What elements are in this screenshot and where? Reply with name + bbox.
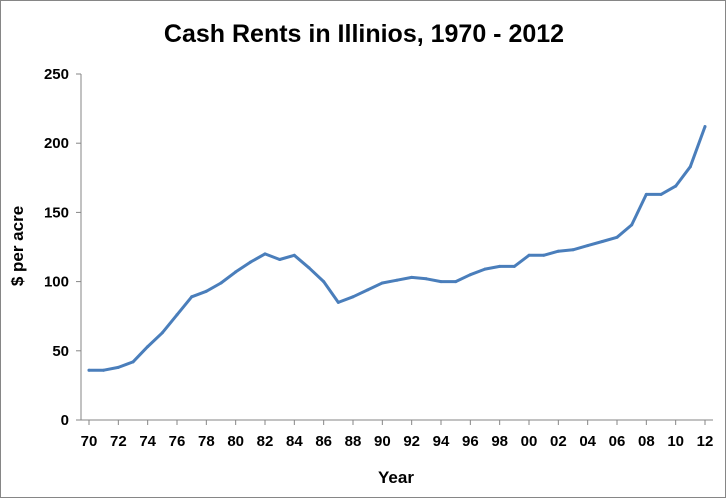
data-point <box>674 184 678 188</box>
data-point <box>586 244 590 248</box>
data-point <box>219 281 223 285</box>
y-tick-label: 0 <box>61 412 69 429</box>
x-tick-label: 74 <box>139 433 156 450</box>
series-line-0 <box>87 125 707 372</box>
data-point <box>87 368 91 372</box>
data-point <box>542 253 546 257</box>
data-point <box>454 280 458 284</box>
y-tick-label: 50 <box>52 343 69 360</box>
data-point <box>395 278 399 282</box>
y-axis-label: $ per acre <box>8 206 27 286</box>
data-point <box>483 267 487 271</box>
series-group <box>87 125 707 372</box>
data-point <box>527 253 531 257</box>
data-point <box>703 125 707 129</box>
data-point <box>571 248 575 252</box>
data-point <box>498 264 502 268</box>
data-point <box>600 240 604 243</box>
x-axis-label: Year <box>378 468 414 487</box>
y-tick-label: 100 <box>44 274 69 291</box>
data-point <box>556 249 560 253</box>
data-point <box>248 260 252 264</box>
data-point <box>380 281 384 285</box>
data-point <box>307 266 311 270</box>
data-point <box>190 295 194 299</box>
data-point <box>292 253 296 257</box>
x-axis-ticks: 70 72 74 76 78 80 82 84 86 88 90 92 94 96 98 00 02 04 06 08… <box>81 420 714 450</box>
data-point <box>131 360 135 364</box>
data-point <box>468 273 472 277</box>
data-point <box>116 365 120 369</box>
data-point <box>351 295 355 299</box>
x-tick-label: 96 <box>462 433 479 450</box>
x-tick-label: 88 <box>345 433 362 450</box>
data-point <box>336 300 340 304</box>
x-tick-label: 70 <box>81 433 98 450</box>
data-point <box>146 345 150 349</box>
data-point <box>204 289 208 293</box>
data-point <box>659 192 663 196</box>
x-tick-label: 00 <box>521 433 538 450</box>
data-point <box>278 258 282 261</box>
x-tick-label: 98 <box>491 433 508 450</box>
x-tick-label: 10 <box>667 433 684 450</box>
data-point <box>366 288 370 292</box>
x-tick-label: 94 <box>433 433 450 450</box>
x-tick-label: 08 <box>638 433 655 450</box>
data-point <box>615 235 619 239</box>
data-point <box>160 331 164 335</box>
data-point <box>644 192 648 196</box>
chart-title: Cash Rents in Illinios, 1970 - 2012 <box>164 20 564 48</box>
x-tick-label: 78 <box>198 433 215 450</box>
x-tick-label: 80 <box>227 433 244 450</box>
data-point <box>102 368 106 372</box>
y-tick-label: 200 <box>44 135 69 152</box>
data-point <box>630 223 634 227</box>
x-tick-label: 12 <box>697 433 714 450</box>
data-point <box>512 264 516 268</box>
data-point <box>424 277 428 281</box>
x-tick-label: 92 <box>403 433 420 450</box>
x-tick-label: 86 <box>315 433 332 450</box>
x-tick-label: 02 <box>550 433 567 450</box>
data-point <box>439 280 443 284</box>
x-tick-label: 90 <box>374 433 391 450</box>
x-tick-label: 72 <box>110 433 127 450</box>
y-tick-label: 250 <box>44 66 69 83</box>
data-point <box>410 275 414 279</box>
x-tick-label: 06 <box>609 433 626 450</box>
data-point <box>234 270 238 274</box>
x-tick-label: 04 <box>579 433 596 450</box>
y-tick-label: 150 <box>44 204 69 221</box>
x-tick-label: 84 <box>286 433 303 450</box>
axes <box>80 74 713 421</box>
x-tick-label: 82 <box>257 433 274 450</box>
data-point <box>688 165 692 169</box>
y-axis-ticks: 0 50 100 150 200 250 <box>44 66 81 429</box>
x-tick-label: 76 <box>169 433 186 450</box>
data-point <box>263 252 267 256</box>
data-point <box>175 313 179 317</box>
data-point <box>322 280 326 284</box>
